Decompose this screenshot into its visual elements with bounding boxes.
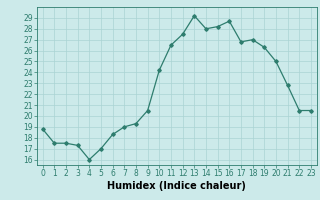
X-axis label: Humidex (Indice chaleur): Humidex (Indice chaleur) bbox=[108, 181, 246, 191]
